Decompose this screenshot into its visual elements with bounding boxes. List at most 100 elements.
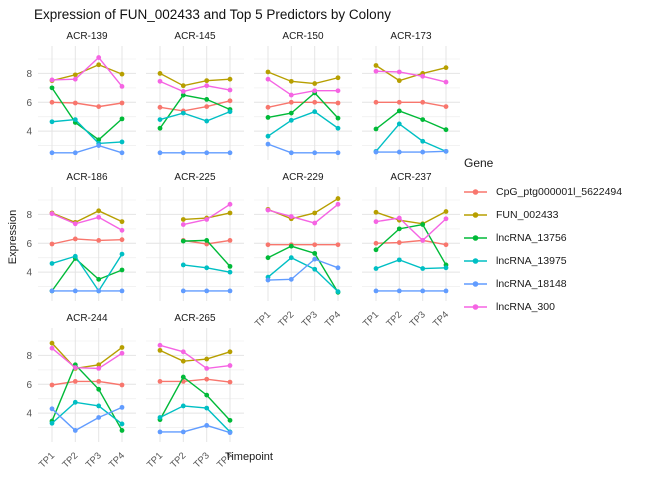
series-line-CpG_ptg000001l_5622494 <box>51 101 123 108</box>
series-point-CpG_ptg000001l_5622494 <box>72 236 78 242</box>
series-point-lncRNA_13975 <box>420 266 426 271</box>
series-point-FUN_002433 <box>72 72 78 78</box>
facet-title: ACR-244 <box>66 313 108 324</box>
series-point-lncRNA_18148 <box>443 148 449 154</box>
series-point-lncRNA_18148 <box>49 406 55 412</box>
facet-chart: TP1 TP2 TP3 TP4 <box>145 328 244 470</box>
x-tick-label: TP4 <box>431 309 451 329</box>
x-tick-label: TP2 <box>384 309 404 329</box>
series-point-FUN_002433 <box>227 76 233 82</box>
series-point-lncRNA_13975 <box>49 420 55 426</box>
legend-key-icon <box>464 280 487 287</box>
legend-key-icon <box>464 234 487 241</box>
series-point-lncRNA_13975 <box>72 253 78 259</box>
series-point-CpG_ptg000001l_5622494 <box>49 241 55 247</box>
series-point-lncRNA_18148 <box>49 288 55 294</box>
series-point-FUN_002433 <box>49 340 55 346</box>
series-line-CpG_ptg000001l_5622494 <box>51 238 123 245</box>
facet-ACR-173: ACR-173 <box>362 30 460 160</box>
facet-title: ACR-229 <box>282 172 324 183</box>
series-point-lncRNA_18148 <box>312 150 318 156</box>
series-point-CpG_ptg000001l_5622494 <box>227 98 233 104</box>
series-point-FUN_002433 <box>443 209 449 214</box>
facet-ACR-139: ACR-139 4 6 8 <box>26 30 136 160</box>
series-point-lncRNA_300 <box>227 363 233 368</box>
series-line-lncRNA_13975 <box>51 401 123 425</box>
series-point-lncRNA_300 <box>288 92 294 98</box>
series-point-lncRNA_300 <box>204 83 210 89</box>
series-point-CpG_ptg000001l_5622494 <box>119 100 125 106</box>
series-point-lncRNA_13756 <box>119 116 125 122</box>
facet-ACR-229: ACR-229 TP1 TP2 TP3 TP4 <box>253 171 352 329</box>
series-line-lncRNA_300 <box>159 80 231 93</box>
series-point-lncRNA_18148 <box>288 150 294 156</box>
series-line-lncRNA_300 <box>51 213 123 231</box>
x-tick-label: TP1 <box>253 309 273 329</box>
series-line-lncRNA_13756 <box>375 223 447 266</box>
facet-chart: 4 6 8 <box>26 187 136 301</box>
series-point-lncRNA_300 <box>49 345 55 351</box>
x-tick-label: TP4 <box>323 309 343 329</box>
series-point-lncRNA_13756 <box>288 243 294 249</box>
series-point-CpG_ptg000001l_5622494 <box>288 99 294 105</box>
facet-title: ACR-139 <box>66 31 108 42</box>
series-point-CpG_ptg000001l_5622494 <box>96 237 102 243</box>
series-line-FUN_002433 <box>51 64 123 82</box>
series-point-lncRNA_18148 <box>373 288 379 294</box>
series-point-CpG_ptg000001l_5622494 <box>72 378 78 384</box>
series-point-lncRNA_13756 <box>204 96 210 102</box>
series-point-lncRNA_18148 <box>204 288 210 294</box>
series-point-CpG_ptg000001l_5622494 <box>119 382 125 388</box>
series-point-lncRNA_18148 <box>204 150 210 156</box>
legend-key-icon <box>464 211 487 218</box>
x-tick-label: TP3 <box>408 309 428 329</box>
series-point-lncRNA_13975 <box>180 403 186 409</box>
series-point-lncRNA_18148 <box>96 415 102 420</box>
series-point-lncRNA_300 <box>396 215 402 221</box>
series-point-lncRNA_18148 <box>227 430 233 436</box>
legend-key-icon <box>464 188 487 195</box>
series-point-CpG_ptg000001l_5622494 <box>443 242 449 248</box>
series-point-lncRNA_13975 <box>49 119 55 125</box>
series-point-FUN_002433 <box>96 208 102 214</box>
series-point-lncRNA_18148 <box>180 288 186 294</box>
series-point-FUN_002433 <box>157 347 163 353</box>
series-point-lncRNA_13756 <box>180 374 186 380</box>
series-point-lncRNA_13975 <box>49 261 55 266</box>
facet-title: ACR-145 <box>174 31 216 42</box>
legend-key-icon <box>464 257 487 264</box>
facet-title: ACR-237 <box>390 172 432 183</box>
series-line-lncRNA_13975 <box>159 405 231 433</box>
series-point-lncRNA_18148 <box>265 141 271 147</box>
series-point-FUN_002433 <box>204 78 210 84</box>
series-point-lncRNA_13756 <box>288 110 294 116</box>
series-line-lncRNA_18148 <box>51 406 123 432</box>
facet-chart: 4 6 8 <box>26 46 136 160</box>
series-point-lncRNA_300 <box>180 349 186 355</box>
series-line-lncRNA_300 <box>375 217 447 242</box>
series-line-lncRNA_13975 <box>267 110 339 137</box>
series-point-lncRNA_300 <box>265 207 271 213</box>
series-point-lncRNA_13756 <box>396 108 402 114</box>
series-line-CpG_ptg000001l_5622494 <box>375 239 447 246</box>
series-point-FUN_002433 <box>96 362 102 368</box>
series-point-CpG_ptg000001l_5622494 <box>312 99 318 105</box>
series-point-lncRNA_300 <box>227 87 233 93</box>
series-point-FUN_002433 <box>373 63 379 68</box>
series-point-lncRNA_300 <box>157 78 163 84</box>
series-point-FUN_002433 <box>96 62 102 68</box>
series-point-lncRNA_18148 <box>265 277 271 283</box>
series-line-lncRNA_300 <box>375 70 447 83</box>
series-point-lncRNA_18148 <box>288 276 294 282</box>
y-tick-label: 6 <box>26 380 32 391</box>
series-point-lncRNA_13975 <box>180 110 186 116</box>
series-point-lncRNA_18148 <box>312 256 318 262</box>
series-point-lncRNA_18148 <box>49 150 55 156</box>
facet-title: ACR-186 <box>66 172 108 183</box>
y-tick-label: 4 <box>26 409 32 420</box>
series-point-lncRNA_18148 <box>420 149 426 155</box>
series-line-FUN_002433 <box>375 64 447 82</box>
y-axis-title: Expression <box>7 209 19 265</box>
series-point-lncRNA_13756 <box>420 222 426 227</box>
series-point-lncRNA_13975 <box>72 117 78 122</box>
